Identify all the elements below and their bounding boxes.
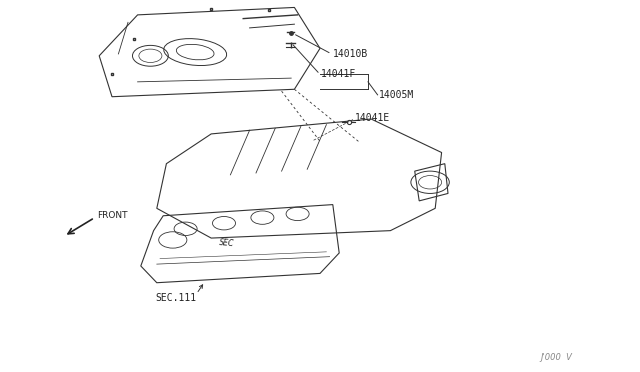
Text: FRONT: FRONT [97, 211, 128, 219]
Text: 14041F: 14041F [321, 70, 356, 79]
Text: SEC: SEC [220, 238, 235, 249]
Text: 14010B: 14010B [333, 49, 368, 59]
Text: 14005M: 14005M [379, 90, 414, 100]
Text: J'000  V: J'000 V [541, 353, 573, 362]
Text: 14041E: 14041E [355, 113, 390, 123]
Text: SEC.111: SEC.111 [155, 293, 196, 302]
